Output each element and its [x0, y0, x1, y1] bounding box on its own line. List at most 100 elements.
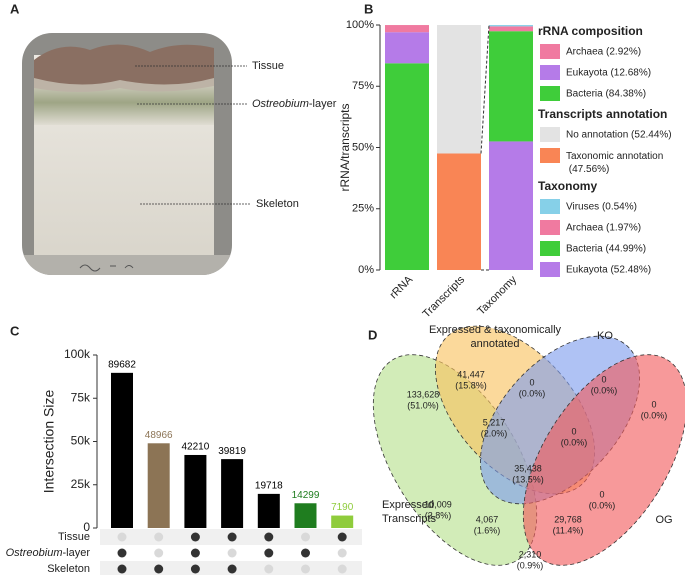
matrix-dot	[117, 548, 127, 558]
bar-segment	[385, 25, 429, 33]
venn-count: 0	[651, 399, 656, 409]
matrix-dot	[301, 548, 310, 558]
bar-value-label: 89682	[108, 359, 136, 370]
matrix-dot	[337, 564, 347, 574]
venn-percent: (0.0%)	[561, 437, 588, 447]
y-tick-label: 75%	[352, 80, 374, 92]
legend-label: No annotation (52.44%)	[566, 130, 672, 141]
bar-segment	[489, 25, 533, 27]
bar	[184, 454, 207, 528]
venn-count: 2,310	[519, 549, 542, 559]
y-tick-label: 25k	[71, 477, 91, 491]
y-axis-label: rRNA/transcripts	[338, 103, 352, 191]
legend-swatch	[540, 199, 560, 214]
bar	[111, 372, 133, 528]
legend-label: Taxonomic annotation (47.56%)	[566, 151, 663, 175]
y-tick-label: 75k	[71, 390, 91, 404]
ostreobium-rest: -layer	[309, 98, 337, 110]
x-tick-label: Transcripts	[421, 273, 468, 320]
venn-percent: (0.0%)	[589, 500, 616, 510]
set-label: Skeleton	[47, 563, 90, 575]
legend-label-line: (47.56%)	[566, 164, 609, 175]
x-tick-label: Taxonomy	[475, 273, 519, 317]
ostreobium-italic: Ostreobium	[252, 98, 309, 110]
matrix-dot	[301, 532, 310, 542]
matrix-dot	[337, 532, 347, 542]
matrix-dot	[264, 532, 274, 542]
matrix-dot	[117, 564, 127, 574]
bar-value-label: 39819	[218, 446, 246, 457]
legend-title: Taxonomy	[538, 179, 597, 193]
legend-label-line: Taxonomic annotation	[566, 151, 663, 162]
photo	[22, 33, 232, 275]
y-tick-label: 100%	[346, 19, 374, 31]
venn-set-label: Expressed & taxonomically	[429, 324, 562, 336]
venn-percent: (0.0%)	[591, 385, 618, 395]
bar	[257, 493, 280, 528]
set-label: Ostreobium-layer	[6, 547, 91, 559]
legend-swatch	[540, 44, 560, 59]
venn-set-label: annotated	[471, 338, 520, 350]
panel-label: C	[10, 323, 20, 338]
venn-percent: (0.0%)	[641, 410, 668, 420]
set-label-rest: -layer	[62, 547, 90, 559]
venn-count: 0	[529, 377, 534, 387]
matrix-dot	[190, 548, 200, 558]
bar	[221, 459, 244, 528]
tissue-label: Tissue	[252, 60, 284, 72]
set-label-italic: Ostreobium	[6, 547, 63, 559]
venn-count: 133,628	[407, 389, 440, 399]
y-tick-label: 0%	[358, 264, 374, 276]
venn-set-label: Expressed	[382, 499, 434, 511]
matrix-dot	[227, 564, 237, 574]
bar-segment	[385, 32, 429, 64]
legend-swatch	[540, 241, 560, 256]
matrix-dot	[337, 548, 347, 558]
y-tick-label: 100k	[64, 347, 91, 361]
panel-label: D	[368, 327, 377, 342]
legend-label: Eukayota (12.68%)	[566, 68, 651, 79]
bar	[147, 443, 170, 528]
venn-set-label: KO	[597, 330, 613, 342]
y-tick-label: 25%	[352, 203, 374, 215]
venn-count: 5,217	[483, 417, 506, 427]
matrix-dot	[227, 548, 237, 558]
venn-set-label: Transcripts	[382, 513, 436, 525]
venn-count: 4,067	[476, 514, 499, 524]
bar-segment	[489, 31, 533, 142]
y-tick-label: 50k	[71, 434, 91, 448]
venn-set-label: OG	[655, 514, 672, 526]
venn-count: 29,768	[554, 514, 582, 524]
skeleton-label: Skeleton	[256, 198, 299, 210]
bar-value-label: 42210	[181, 442, 209, 453]
x-tick-label: rRNA	[388, 273, 416, 301]
matrix-dot	[190, 564, 200, 574]
legend-title: rRNA composition	[538, 24, 643, 38]
photo-pointers	[135, 65, 250, 205]
legend-swatch	[540, 86, 560, 101]
legend-label: Archaea (2.92%)	[566, 47, 641, 58]
matrix-dot	[301, 564, 310, 574]
venn-count: 10,009	[424, 499, 452, 509]
legend-swatch	[540, 148, 560, 163]
venn-set	[522, 354, 685, 566]
bar-segment	[489, 26, 533, 32]
matrix-dot	[227, 532, 237, 542]
venn-percent: (0.9%)	[517, 560, 544, 570]
venn-count: 0	[601, 374, 606, 384]
legend-swatch	[540, 65, 560, 80]
matrix-dot	[154, 532, 164, 542]
y-axis-label: Intersection Size	[41, 390, 57, 494]
bar-segment	[489, 141, 533, 270]
connector	[480, 25, 490, 154]
bar	[331, 515, 354, 528]
legend-label: Bacteria (44.99%)	[566, 244, 646, 255]
set-label: Tissue	[58, 531, 90, 543]
legend-swatch	[540, 220, 560, 235]
bar-value-label: 7190	[331, 502, 354, 513]
venn-percent: (11.4%)	[553, 525, 584, 535]
venn-count: 41,447	[457, 369, 485, 379]
venn-percent: (2.0%)	[481, 428, 508, 438]
bar	[294, 503, 317, 528]
